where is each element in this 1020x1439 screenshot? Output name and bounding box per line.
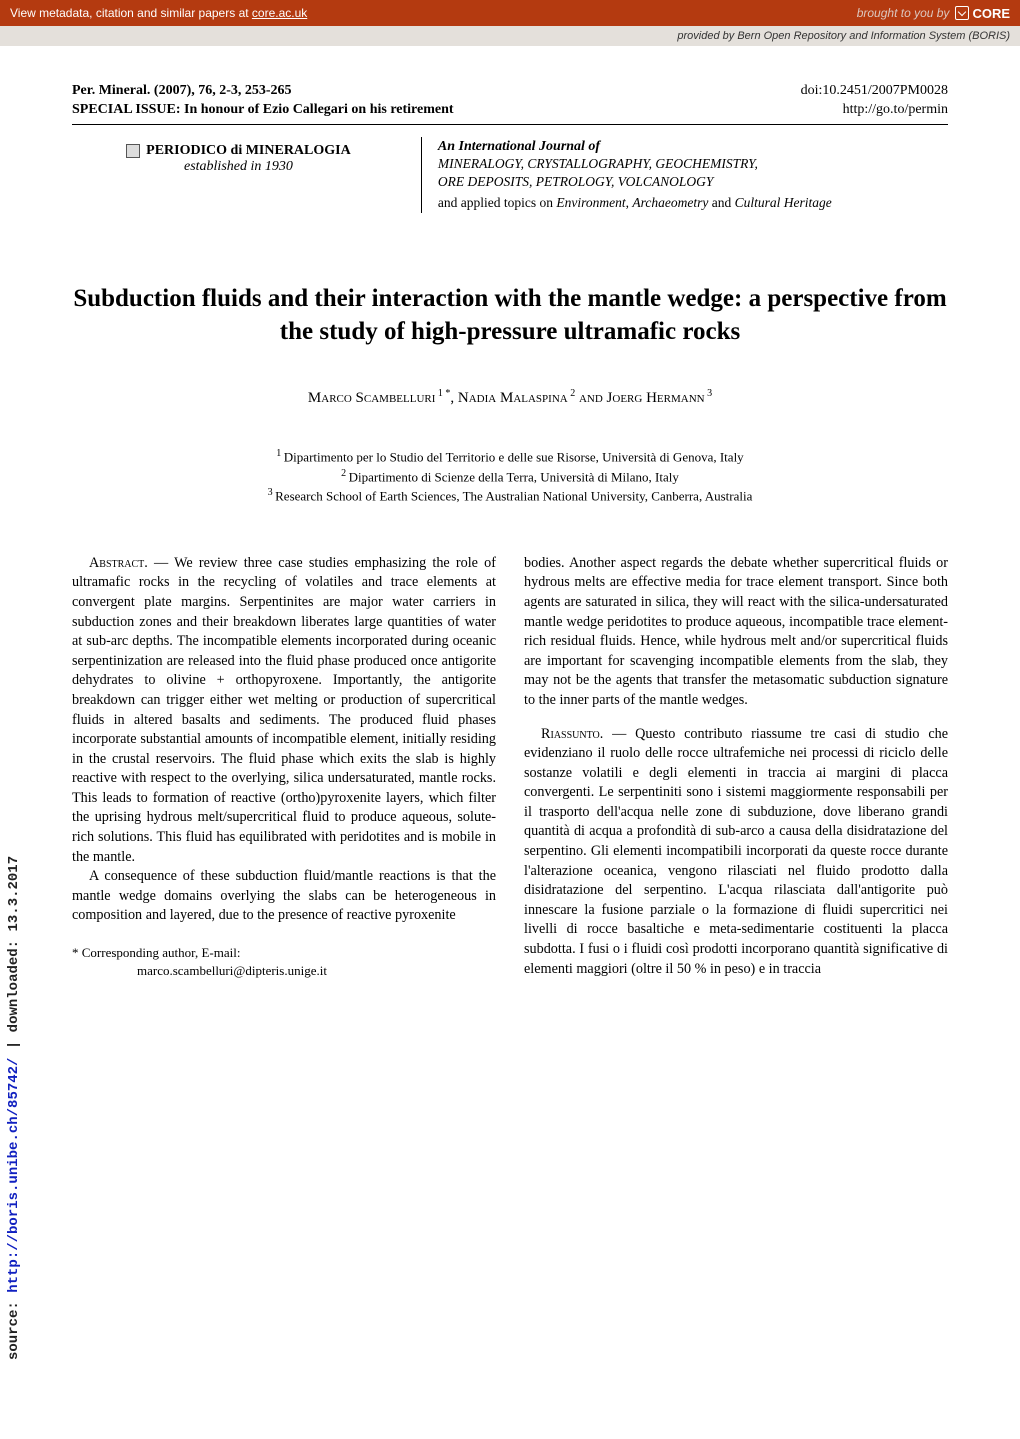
journal-header: Per. Mineral. (2007), 76, 2-3, 253-265 S… — [72, 82, 948, 120]
provided-prefix: provided by — [677, 30, 737, 42]
banner-brought-by: brought to you by — [857, 6, 950, 20]
left-column: Abstract. — We review three case studies… — [72, 554, 496, 980]
abstract-p2: A consequence of these subduction fluid/… — [72, 867, 496, 926]
pm-established: established in 1930 — [80, 159, 397, 175]
abstract-p1-text: We review three case studies emphasizing… — [72, 555, 496, 865]
journal-header-right: doi:10.2451/2007PM0028 http://go.to/perm… — [801, 82, 948, 120]
aff-1: 1 Dipartimento per lo Studio del Territo… — [72, 447, 948, 467]
riassunto-p: Riassunto. — Questo contributo riassume … — [524, 725, 948, 980]
applied-3: Cultural Heritage — [735, 195, 832, 210]
applied-sep2: and — [708, 195, 734, 210]
banner-left-text: View metadata, citation and similar pape… — [10, 6, 252, 20]
applied-2: Archaeometry — [632, 195, 708, 210]
riassunto-text: Questo contributo riassume tre casi di s… — [524, 726, 948, 977]
pm-title: PERIODICO di MINERALOGIA — [146, 143, 351, 159]
sidebar-post: | downloaded: 13.3.2017 — [6, 856, 22, 1058]
core-logo[interactable]: CORE — [955, 6, 1010, 21]
applied-1: Environment — [556, 195, 625, 210]
corresponding-footnote: * Corresponding author, E-mail: marco.sc… — [72, 944, 496, 980]
journal-scope-2: ORE DEPOSITS, PETROLOGY, VOLCANOLOGY — [438, 173, 948, 191]
authors-line: Marco Scambelluri 1 *, Nadia Malaspina 2… — [308, 390, 712, 406]
abstract-lead: Abstract — [89, 555, 144, 571]
intl-journal-of: An International Journal of — [438, 139, 948, 155]
footnote-line2: marco.scambelluri@dipteris.unige.it — [72, 962, 496, 980]
citation: Per. Mineral. (2007), 76, 2-3, 253-265 — [72, 82, 454, 101]
journal-applied: and applied topics on Environment, Archa… — [438, 195, 948, 211]
provided-bar: provided by Bern Open Repository and Inf… — [0, 26, 1020, 46]
core-link[interactable]: core.ac.uk — [252, 6, 307, 20]
core-logo-text: CORE — [972, 6, 1010, 21]
journal-meta: PERIODICO di MINERALOGIA established in … — [72, 137, 948, 213]
doi: doi:10.2451/2007PM0028 — [801, 82, 948, 101]
riassunto-lead: Riassunto — [541, 726, 600, 742]
sidebar-pre: source: — [6, 1293, 22, 1360]
aff-2: 2 Dipartimento di Scienze della Terra, U… — [72, 467, 948, 487]
title-block: Subduction fluids and their interaction … — [72, 283, 948, 348]
abstract-p1: Abstract. — We review three case studies… — [72, 554, 496, 868]
abstract-dash: — — [148, 555, 174, 571]
pm-icon — [126, 144, 140, 158]
sidebar-source-label: source: http://boris.unibe.ch/85742/ | d… — [6, 856, 22, 1360]
pm-title-row: PERIODICO di MINERALOGIA — [80, 143, 397, 159]
core-banner: View metadata, citation and similar pape… — [0, 0, 1020, 26]
col-spacer — [524, 711, 948, 725]
journal-scope-1: MINERALOGY, CRYSTALLOGRAPHY, GEOCHEMISTR… — [438, 155, 948, 173]
journal-header-left: Per. Mineral. (2007), 76, 2-3, 253-265 S… — [72, 82, 454, 120]
article-title: Subduction fluids and their interaction … — [72, 283, 948, 348]
riassunto-dash: . — — [600, 726, 635, 742]
header-divider — [72, 124, 948, 125]
sidebar-url[interactable]: http://boris.unibe.ch/85742/ — [6, 1058, 22, 1293]
aff-3: 3 Research School of Earth Sciences, The… — [72, 486, 948, 506]
applied-pre: and applied topics on — [438, 195, 556, 210]
core-banner-left: View metadata, citation and similar pape… — [10, 6, 307, 20]
aff-2-text: Dipartimento di Scienze della Terra, Uni… — [349, 469, 679, 484]
abstract-cont: bodies. Another aspect regards the debat… — [524, 554, 948, 711]
aff-3-text: Research School of Earth Sciences, The A… — [275, 489, 752, 504]
core-logo-icon — [955, 6, 969, 20]
page: Per. Mineral. (2007), 76, 2-3, 253-265 S… — [0, 46, 1020, 980]
footnote-line1: * Corresponding author, E-mail: — [72, 944, 496, 962]
journal-meta-divider — [421, 137, 422, 213]
journal-url: http://go.to/permin — [801, 101, 948, 120]
aff-1-text: Dipartimento per lo Studio del Territori… — [284, 450, 744, 465]
special-issue: SPECIAL ISSUE: In honour of Ezio Callega… — [72, 101, 454, 120]
right-column: bodies. Another aspect regards the debat… — [524, 554, 948, 980]
provided-link[interactable]: Bern Open Repository and Information Sys… — [737, 30, 1010, 42]
affiliations: 1 Dipartimento per lo Studio del Territo… — [72, 447, 948, 506]
journal-meta-left: PERIODICO di MINERALOGIA established in … — [72, 137, 405, 213]
core-banner-right: brought to you by CORE — [857, 6, 1010, 21]
body-columns: Abstract . — We review three case studies… — [72, 554, 948, 980]
authors: Marco Scambelluri 1 *, Nadia Malaspina 2… — [72, 388, 948, 407]
journal-meta-right: An International Journal of MINERALOGY, … — [438, 137, 948, 213]
